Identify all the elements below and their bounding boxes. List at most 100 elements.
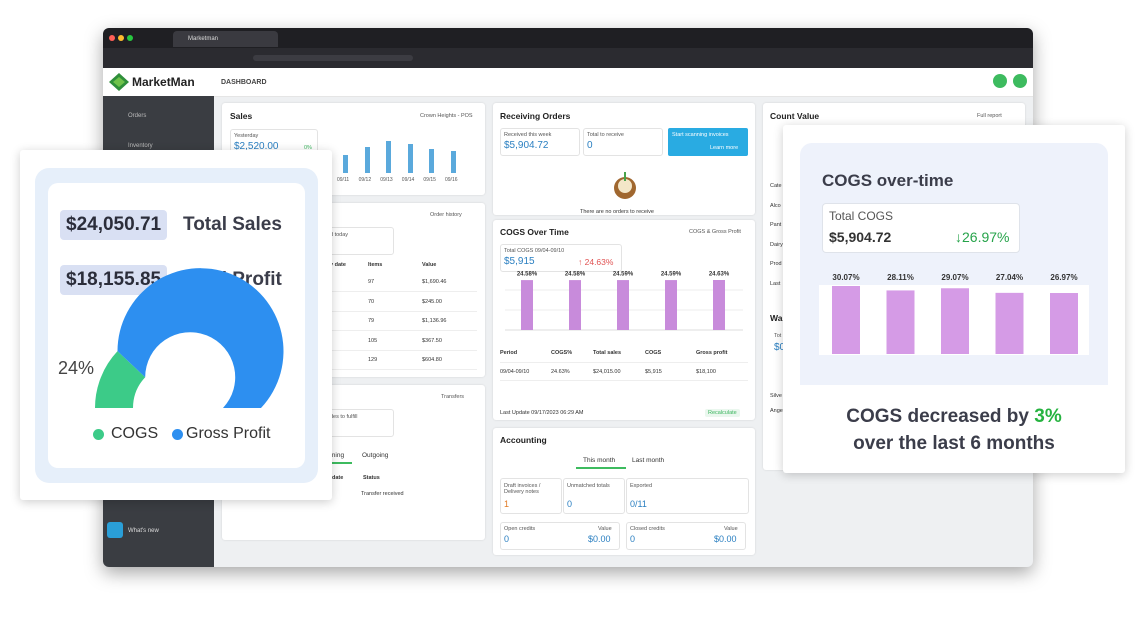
bar-label: 27.04% — [996, 273, 1023, 282]
card-title: Sales — [230, 111, 253, 121]
col-header: y date — [330, 262, 346, 268]
tile — [583, 128, 663, 156]
card-link[interactable]: Full report — [977, 113, 1002, 119]
card-link[interactable]: COGS & Gross Profit — [689, 229, 741, 235]
max-dot — [127, 35, 133, 41]
value: $0.00 — [714, 534, 737, 544]
total-tile — [822, 203, 1020, 253]
label: Tot — [774, 333, 782, 339]
total-sales: $24,050.71 — [60, 210, 168, 240]
col-header: Status — [363, 475, 380, 481]
empty-icon — [614, 172, 636, 199]
card-link[interactable]: Crown Heights - POS — [420, 113, 473, 119]
cell: 70 — [368, 298, 375, 305]
promo-link: Learn more — [710, 145, 739, 151]
caption-line: over the last 6 months — [853, 433, 1055, 454]
x-label: 09/11 — [337, 177, 350, 183]
close-dot — [109, 35, 115, 41]
x-label: 09/12 — [358, 177, 372, 183]
cogs-card: COGS Over Time COGS & Gross Profit Total… — [493, 220, 755, 420]
bar — [995, 292, 1024, 354]
sidebar-item[interactable]: Inventory — [128, 143, 153, 149]
whats-new[interactable]: What's new — [128, 528, 159, 534]
tab[interactable]: Last month — [632, 457, 665, 464]
card-title: Accounting — [500, 435, 547, 445]
x-label: 09/13 — [380, 177, 393, 183]
tile — [563, 478, 625, 514]
url-bar — [103, 48, 1033, 68]
card-title: Receiving Orders — [500, 111, 571, 121]
tab-underline — [322, 462, 352, 464]
change: ↑ 24.63% — [578, 257, 614, 267]
sidebar-item[interactable]: Orders — [128, 113, 147, 119]
cell: $367.50 — [422, 337, 442, 344]
row: Dairy — [770, 241, 783, 248]
tab[interactable]: Outgoing — [362, 452, 389, 459]
tab-title: Marketman — [188, 36, 219, 42]
row: Cate — [770, 183, 782, 189]
tab[interactable]: ming — [330, 452, 345, 459]
value: $0.00 — [588, 534, 611, 544]
bar-label: 24.58% — [565, 272, 586, 278]
label: Yesterday — [234, 133, 259, 139]
bar — [569, 280, 581, 330]
tile — [500, 522, 620, 550]
caption-part: COGS decreased by — [846, 406, 1035, 427]
count: 0 — [504, 534, 510, 544]
min-dot — [118, 35, 124, 41]
label: Draft invoices / Delivery notes — [504, 483, 541, 495]
tab[interactable]: This month — [583, 457, 616, 464]
bar-label: 30.07% — [832, 273, 859, 282]
label: Total COGS 09/04-09/10 — [504, 248, 565, 254]
value: $5,904.72 — [504, 140, 549, 151]
recalculate[interactable]: Recalculate — [705, 409, 740, 417]
promo[interactable] — [668, 128, 748, 156]
col-header: Items — [368, 262, 383, 268]
cell: $1,690.46 — [422, 279, 447, 285]
sales-chart — [343, 141, 456, 173]
bar-label: 28.11% — [887, 273, 914, 282]
col-header: Period — [500, 350, 518, 356]
bar — [832, 286, 860, 354]
legend-swatch — [93, 429, 104, 440]
cell: 24.63% — [551, 369, 570, 375]
rect — [408, 144, 413, 173]
tab[interactable] — [173, 31, 278, 47]
caption: COGS decreased by 3% — [783, 406, 1125, 428]
label: Total to receive — [587, 132, 624, 138]
tile — [626, 522, 746, 550]
cell: 97 — [368, 279, 375, 285]
value: $0 — [774, 342, 786, 353]
help-button[interactable] — [1013, 74, 1027, 88]
card-link[interactable]: Order history — [430, 212, 462, 218]
x-label: 09/14 — [401, 177, 415, 183]
gauge-cogs — [95, 351, 146, 408]
card-title: Wa — [770, 313, 783, 323]
card-link[interactable]: Transfers — [441, 394, 465, 400]
summary: d today — [330, 232, 349, 238]
cell: $5,915 — [645, 369, 662, 375]
row-divider — [322, 310, 477, 312]
url-field — [253, 55, 413, 61]
row: Pant — [770, 222, 782, 228]
value-label: Value — [598, 526, 612, 532]
value: $5,904.72 — [829, 229, 892, 245]
cell: $18,100 — [696, 369, 716, 375]
value-label: Value — [724, 526, 738, 532]
rect — [624, 172, 626, 181]
title: COGS over-time — [822, 171, 954, 190]
total-sales-label: Total Sales — [183, 214, 282, 235]
label: Total COGS — [829, 209, 894, 223]
empty-message: There are no orders to receive — [580, 209, 654, 215]
rect — [365, 147, 370, 173]
label: Open credits — [504, 526, 536, 532]
cogs-chart: 24.58% 24.58% 24.59% 24.59% 24.63% — [505, 272, 743, 331]
bar-label: 24.58% — [517, 272, 538, 278]
bar — [886, 290, 915, 354]
x-label: 09/16 — [445, 177, 458, 183]
row: Silve — [770, 393, 782, 399]
caption-highlight: 3% — [1034, 406, 1062, 427]
cell: $245.00 — [422, 298, 442, 305]
bell-button[interactable] — [993, 74, 1007, 88]
promo-text: Start scanning invoices — [672, 132, 729, 138]
